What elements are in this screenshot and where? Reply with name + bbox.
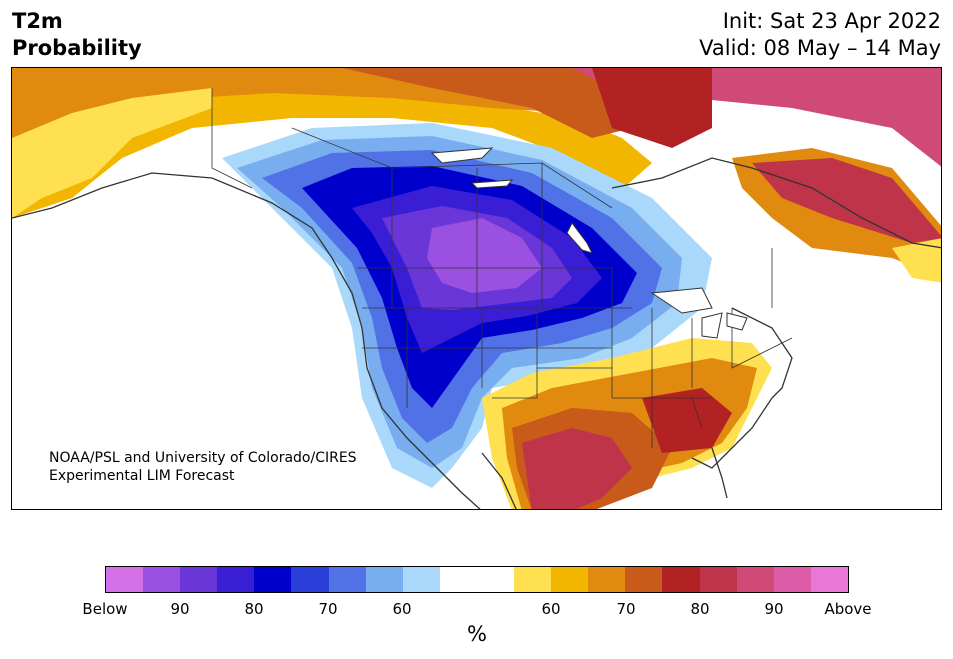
valid-range: Valid: 08 May – 14 May [699, 36, 941, 60]
lakes [430, 147, 748, 339]
quebec-hot [752, 158, 941, 243]
colorbar-segment [476, 567, 515, 592]
colorbar-segment [514, 567, 552, 592]
tick-above-70: 70 [616, 600, 636, 618]
texas-core [522, 428, 632, 509]
coastlines [12, 157, 941, 509]
colorbar-segment [773, 567, 811, 592]
lake-huron [726, 312, 748, 331]
colorbar-segment [365, 567, 403, 592]
labrador-yellow [892, 238, 941, 283]
tick-above-60: 60 [541, 600, 561, 618]
colorbar-segment [625, 567, 663, 592]
lake-superior [650, 287, 713, 314]
tick-above-90: 90 [764, 600, 784, 618]
plot-title-left: T2m Probability [12, 8, 142, 62]
great-bear-lake [430, 147, 494, 164]
baffin-hot [592, 68, 712, 148]
colorbar-unit: % [467, 622, 487, 646]
colorbar-segment [143, 567, 181, 592]
tick-below-70: 70 [318, 600, 338, 618]
colorbar-segment [699, 567, 737, 592]
colorbar-segment [588, 567, 626, 592]
canada-arctic-warm [342, 68, 632, 138]
tick-below-60: 60 [392, 600, 412, 618]
colorbar-segment [810, 567, 848, 592]
credit-line-1: NOAA/PSL and University of Colorado/CIRE… [49, 450, 357, 466]
tick-below-80: 80 [244, 600, 264, 618]
credit-line-2: Experimental LIM Forecast [49, 468, 235, 484]
colorbar-segment [291, 567, 329, 592]
lake-michigan [701, 312, 723, 339]
colorbar [105, 566, 849, 593]
credit-text: NOAA/PSL and University of Colorado/CIRE… [49, 449, 357, 485]
tick-above-80: 80 [690, 600, 710, 618]
gulf-coast-dark [642, 388, 732, 453]
variable-label: T2m [12, 9, 63, 33]
colorbar-segment [402, 567, 440, 592]
tick-below-90: 90 [170, 600, 190, 618]
colorbar-segment [217, 567, 255, 592]
tick-below: Below [82, 600, 128, 618]
tick-above: Above [824, 600, 872, 618]
field-label: Probability [12, 36, 142, 60]
forecast-map [11, 67, 942, 510]
colorbar-segment [551, 567, 589, 592]
colorbar-segment [439, 567, 477, 592]
colorbar-segment [736, 567, 774, 592]
colorbar-segment [328, 567, 366, 592]
great-slave-lake [470, 179, 514, 189]
plot-title-right: Init: Sat 23 Apr 2022 Valid: 08 May – 14… [699, 8, 941, 62]
boundary-lines [211, 88, 793, 448]
map-canvas [12, 68, 941, 509]
alaska-warm-core [12, 88, 212, 218]
cold-core [427, 218, 542, 293]
colorbar-segment [254, 567, 292, 592]
init-date: Init: Sat 23 Apr 2022 [722, 9, 941, 33]
colorbar-segment [106, 567, 144, 592]
colorbar-segment [662, 567, 700, 592]
lake-winnipeg [566, 222, 593, 254]
colorbar-segment [180, 567, 218, 592]
